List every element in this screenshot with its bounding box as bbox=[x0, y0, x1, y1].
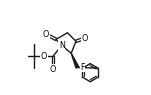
Text: F: F bbox=[80, 63, 85, 72]
Text: N: N bbox=[59, 41, 65, 50]
Text: O: O bbox=[40, 52, 47, 61]
Text: O: O bbox=[50, 65, 56, 74]
Text: O: O bbox=[82, 34, 88, 43]
Polygon shape bbox=[71, 53, 79, 68]
Text: O: O bbox=[43, 30, 49, 39]
